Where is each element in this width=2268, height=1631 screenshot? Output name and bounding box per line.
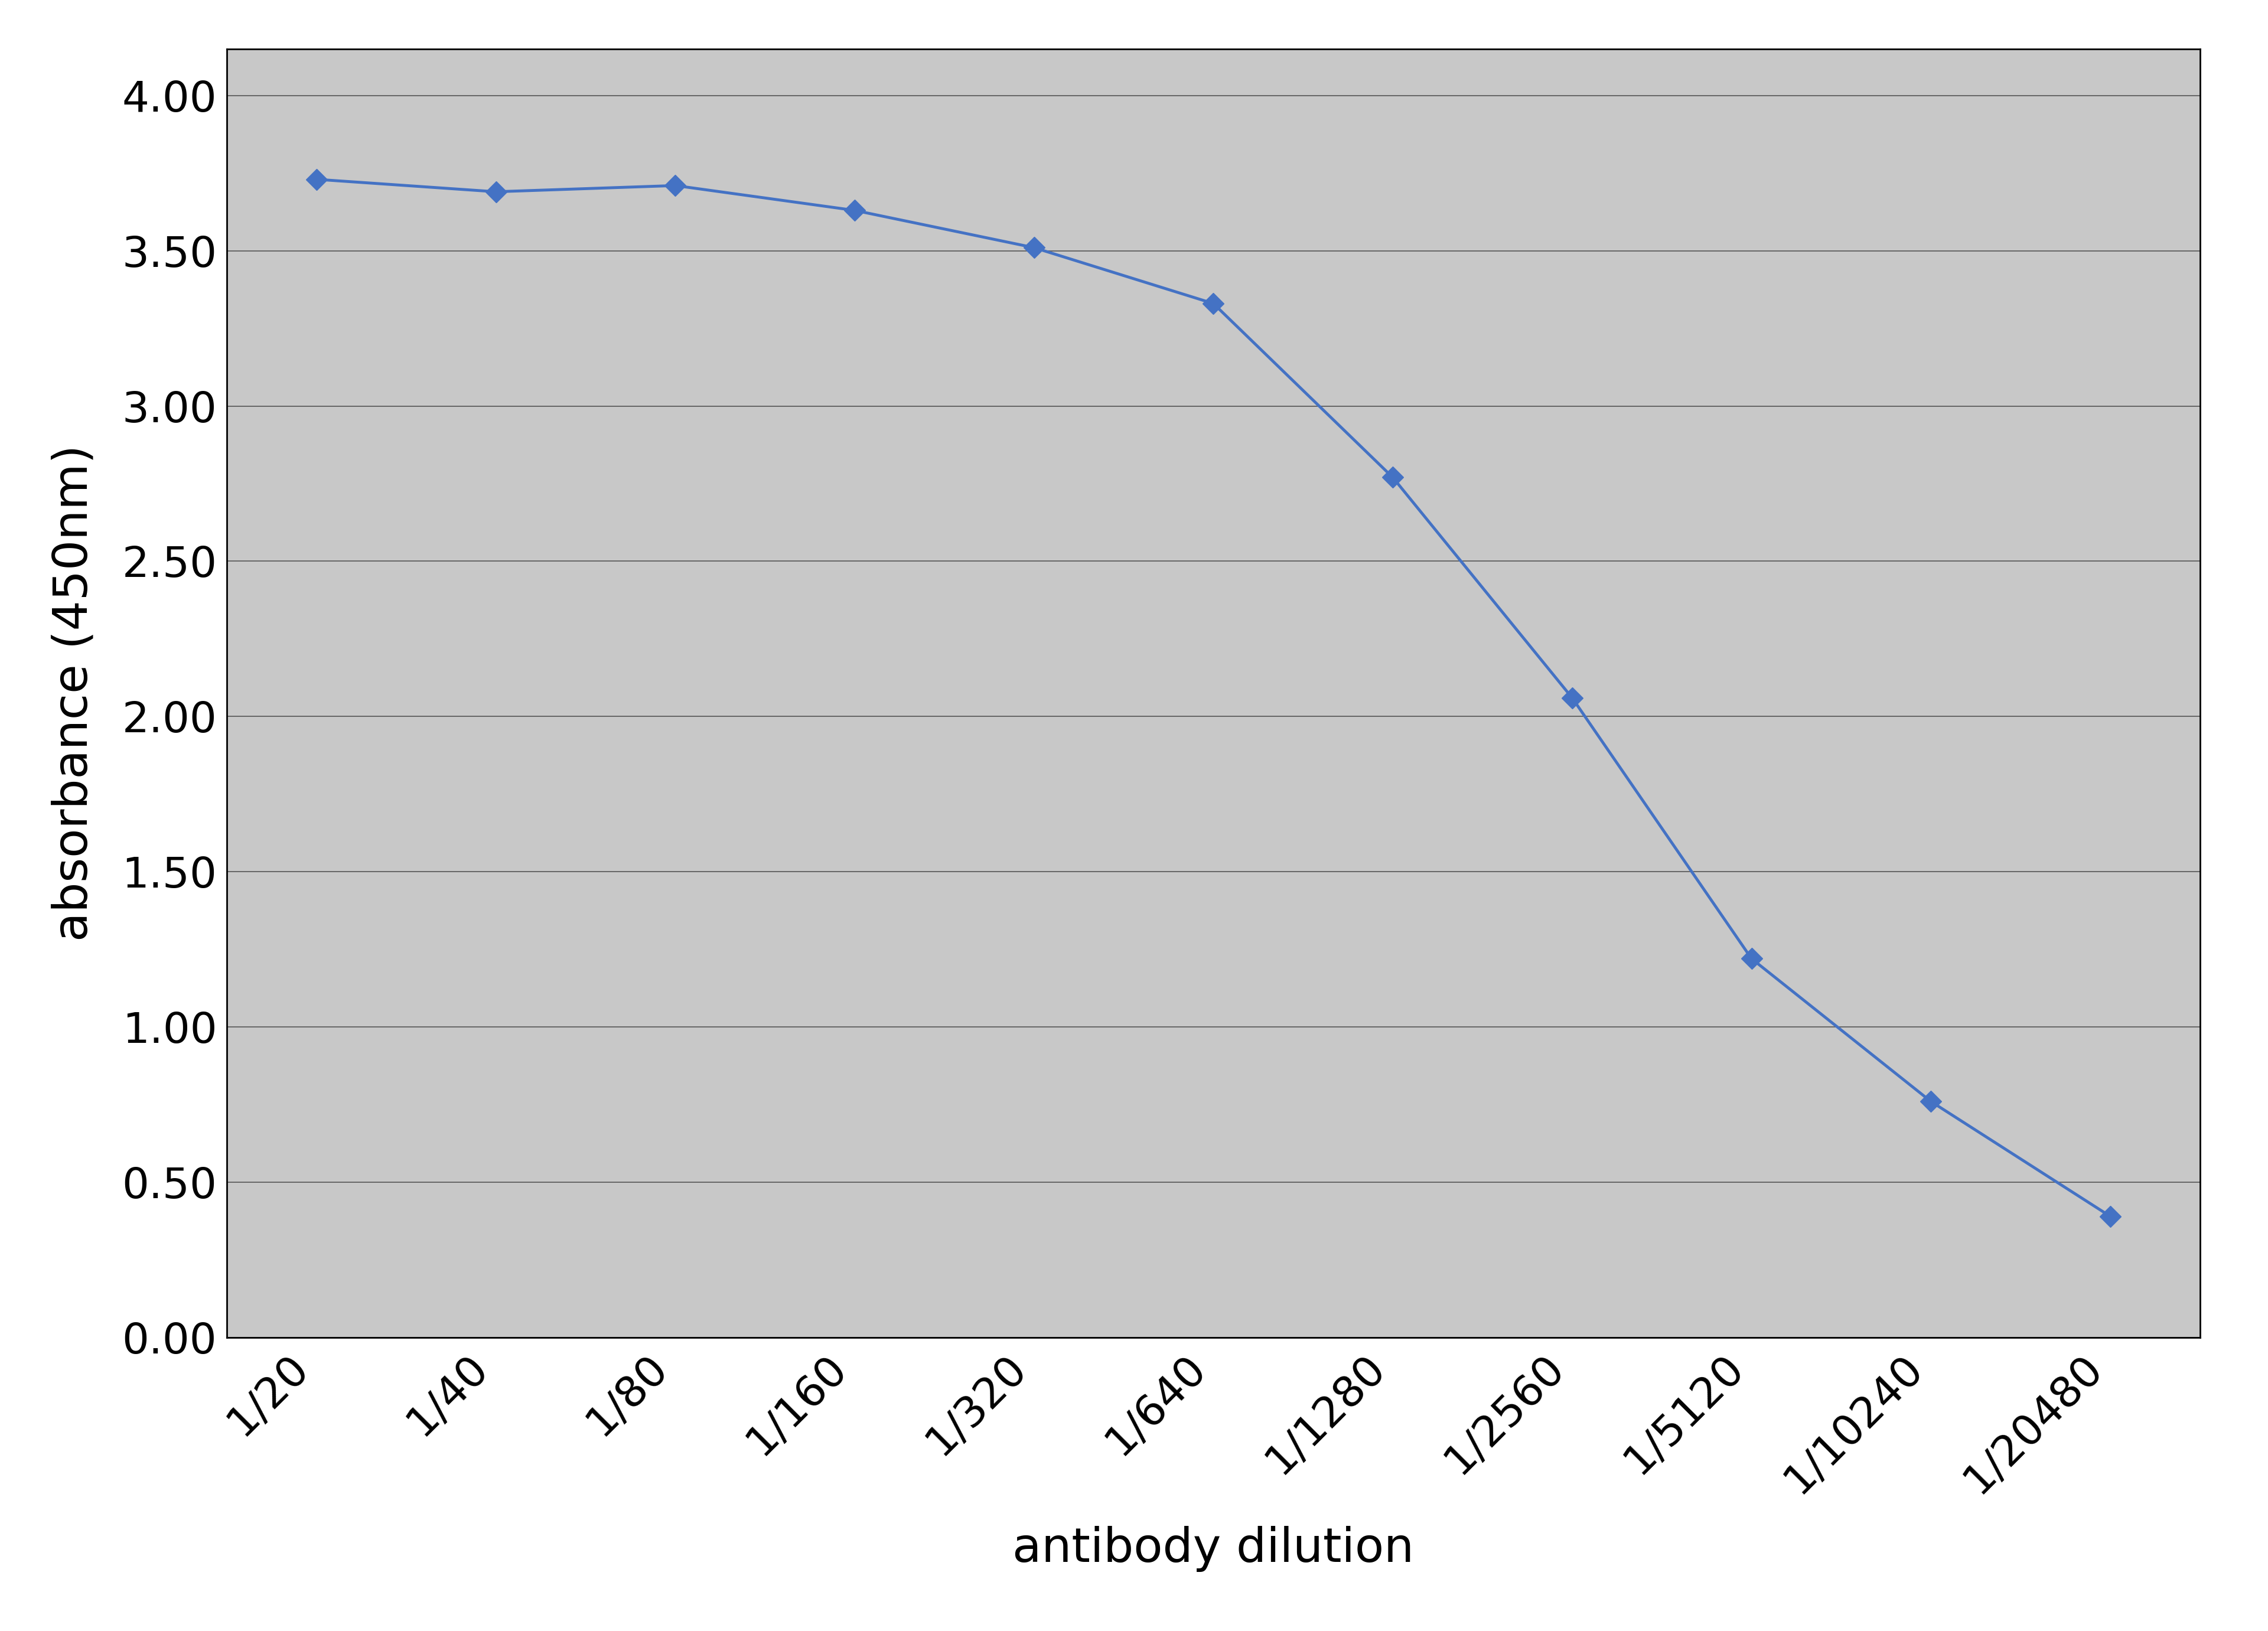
- Y-axis label: absorbance (450nm): absorbance (450nm): [52, 445, 98, 941]
- X-axis label: antibody dilution: antibody dilution: [1012, 1527, 1415, 1572]
